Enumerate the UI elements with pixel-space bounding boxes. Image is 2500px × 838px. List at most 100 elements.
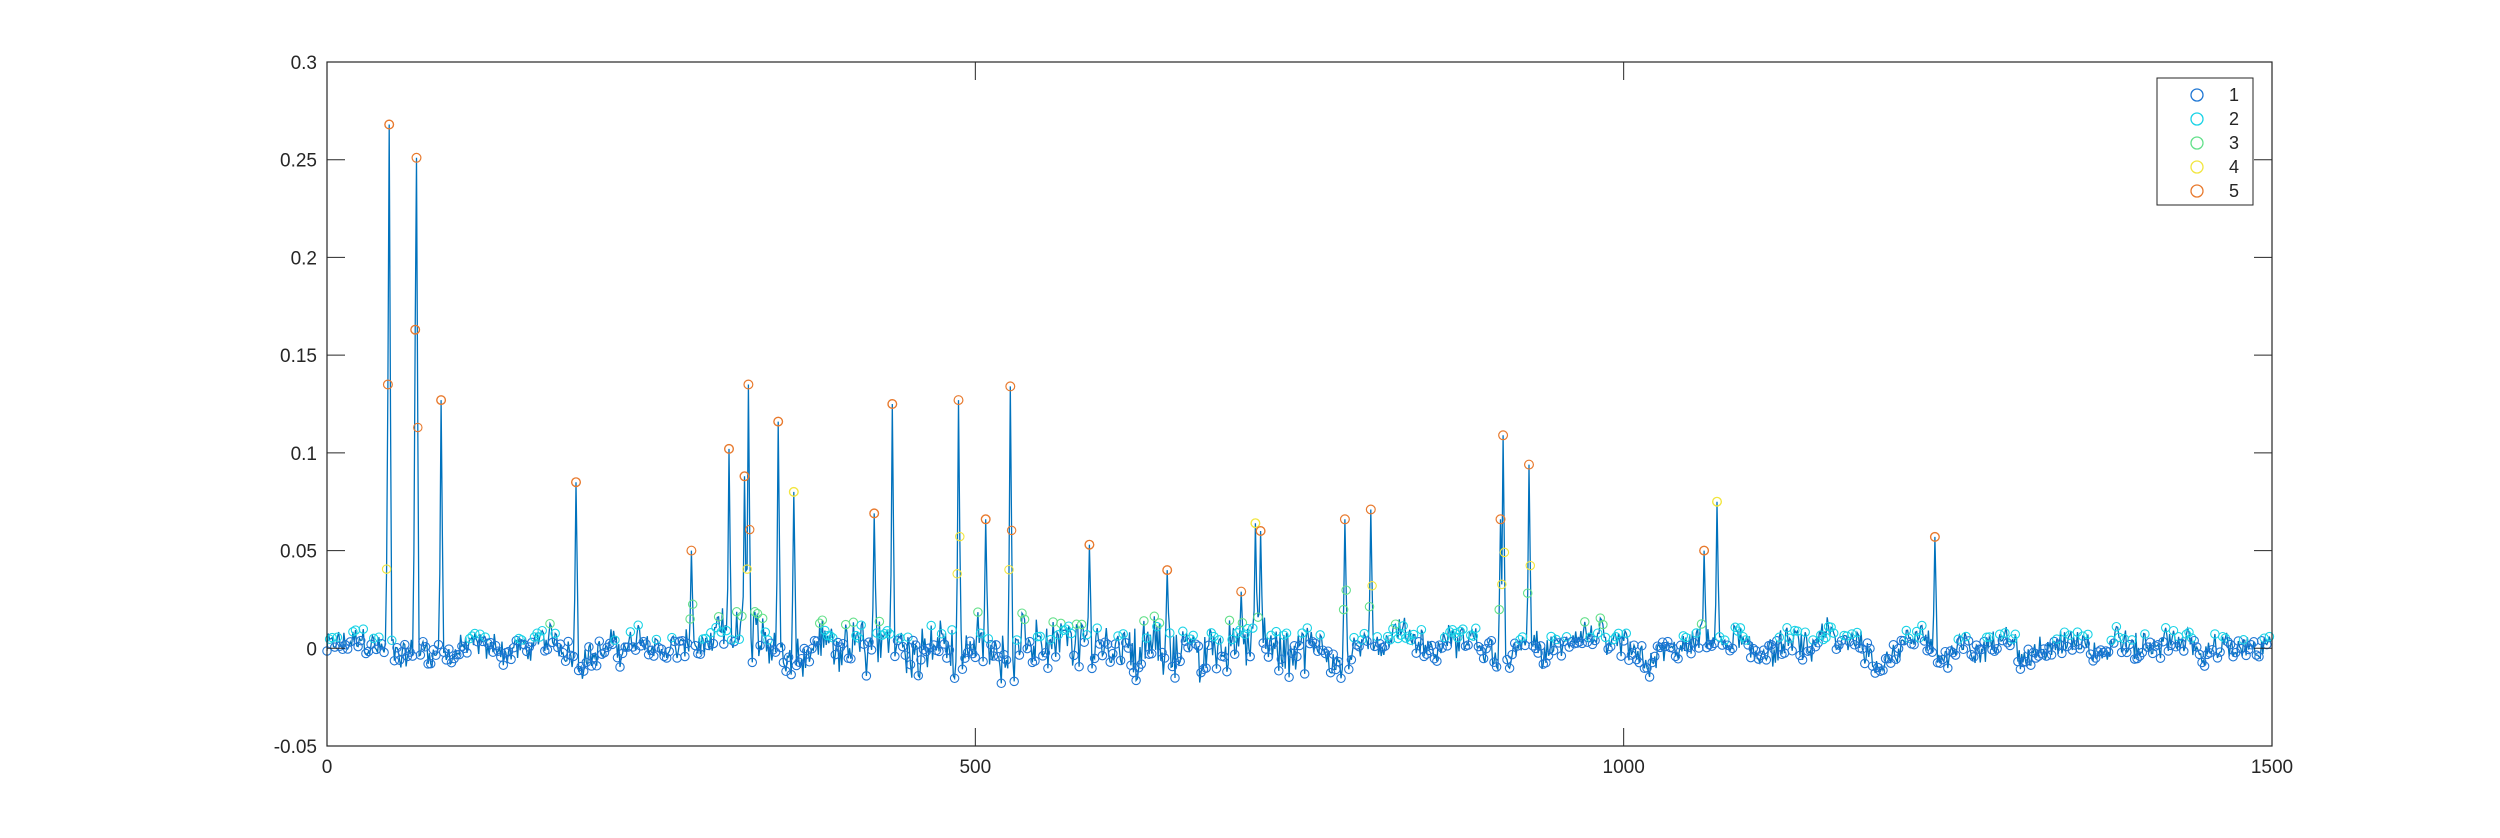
data-point (545, 618, 555, 629)
data-point (1367, 581, 1377, 591)
data-point (1299, 669, 1310, 679)
legend: 1 2 3 4 5 (2156, 77, 2254, 206)
data-point (804, 657, 815, 667)
data-point (327, 632, 337, 643)
data-point (957, 664, 968, 675)
data-point (1717, 640, 1727, 650)
data-point (2217, 631, 2228, 642)
data-point (1818, 634, 1829, 645)
data-point (737, 611, 747, 621)
data-point (770, 647, 781, 657)
data-point (2212, 653, 2223, 663)
data-point (459, 643, 470, 654)
data-point (2205, 648, 2215, 658)
data-point (726, 635, 737, 645)
data-point (1725, 646, 1735, 656)
data-point (1170, 673, 1180, 683)
data-point (1528, 641, 1538, 651)
data-point (625, 627, 636, 637)
data-point (345, 637, 356, 647)
data-point (2215, 647, 2225, 657)
data-point (1769, 644, 1779, 655)
data-point (1707, 641, 1717, 651)
data-point (1123, 643, 1134, 653)
data-point (1157, 647, 1167, 658)
data-point (1797, 655, 1808, 665)
y-tick-label: 0 (306, 639, 317, 660)
data-point (1315, 630, 1325, 640)
data-point (488, 647, 498, 657)
data-point (776, 642, 786, 653)
data-point (1826, 622, 1836, 632)
data-point (1362, 636, 1372, 646)
data-point (846, 654, 856, 664)
data-point (973, 607, 983, 617)
data-point (817, 615, 828, 625)
data-point (534, 632, 545, 642)
data-point (752, 608, 763, 619)
data-point (1696, 619, 1707, 629)
data-point (949, 673, 960, 684)
data-point (1351, 640, 1362, 650)
data-point (786, 669, 796, 680)
data-point (2111, 621, 2122, 632)
data-point (1279, 630, 1289, 640)
data-point (1735, 623, 1746, 633)
data-point (1808, 635, 1818, 645)
data-point (1159, 653, 1170, 663)
data-point (747, 657, 758, 668)
data-point (2184, 627, 2194, 638)
data-point (1572, 638, 1582, 648)
data-point (788, 486, 799, 497)
data-point (1263, 652, 1274, 662)
data-point (743, 379, 754, 390)
data-point (1365, 504, 1376, 515)
data-point (2049, 636, 2059, 647)
data-point (431, 650, 441, 661)
data-point (1688, 637, 1699, 648)
data-point (695, 649, 706, 660)
data-point (1242, 623, 1253, 634)
data-point (1711, 496, 1722, 507)
data-point (1561, 632, 1572, 642)
data-point (1486, 635, 1497, 646)
data-point (1828, 628, 1839, 638)
data-point (765, 638, 776, 649)
data-point (910, 640, 921, 650)
data-point (1108, 648, 1118, 659)
data-point (1495, 514, 1506, 525)
data-point (2059, 627, 2070, 637)
data-point (885, 629, 895, 639)
data-point (1484, 638, 1494, 648)
data-point (2007, 634, 2018, 644)
data-point (1969, 652, 1979, 662)
data-point (1948, 647, 1958, 658)
data-point (1525, 560, 1536, 571)
data-point (560, 656, 571, 667)
data-point (433, 639, 444, 650)
data-point (1647, 657, 1657, 668)
data-point (550, 628, 560, 639)
data-point (428, 644, 439, 655)
data-point (1585, 632, 1595, 643)
data-point (905, 659, 916, 670)
data-point (1720, 635, 1730, 645)
data-point (835, 642, 846, 652)
data-point (1154, 618, 1165, 628)
data-point (2023, 644, 2033, 655)
data-point (706, 628, 716, 638)
data-point (1595, 613, 1606, 623)
data-point (903, 632, 913, 642)
data-point (524, 642, 535, 652)
data-point (1253, 612, 1263, 622)
data-point (2241, 650, 2251, 661)
data-point (1911, 626, 1922, 637)
data-point (1699, 545, 1710, 556)
data-point (568, 651, 579, 662)
data-point (641, 639, 651, 649)
legend-label: 5 (2229, 181, 2239, 201)
data-point (480, 632, 490, 642)
data-point (1509, 638, 1520, 649)
data-point (1681, 632, 1691, 643)
data-point (1442, 641, 1453, 651)
